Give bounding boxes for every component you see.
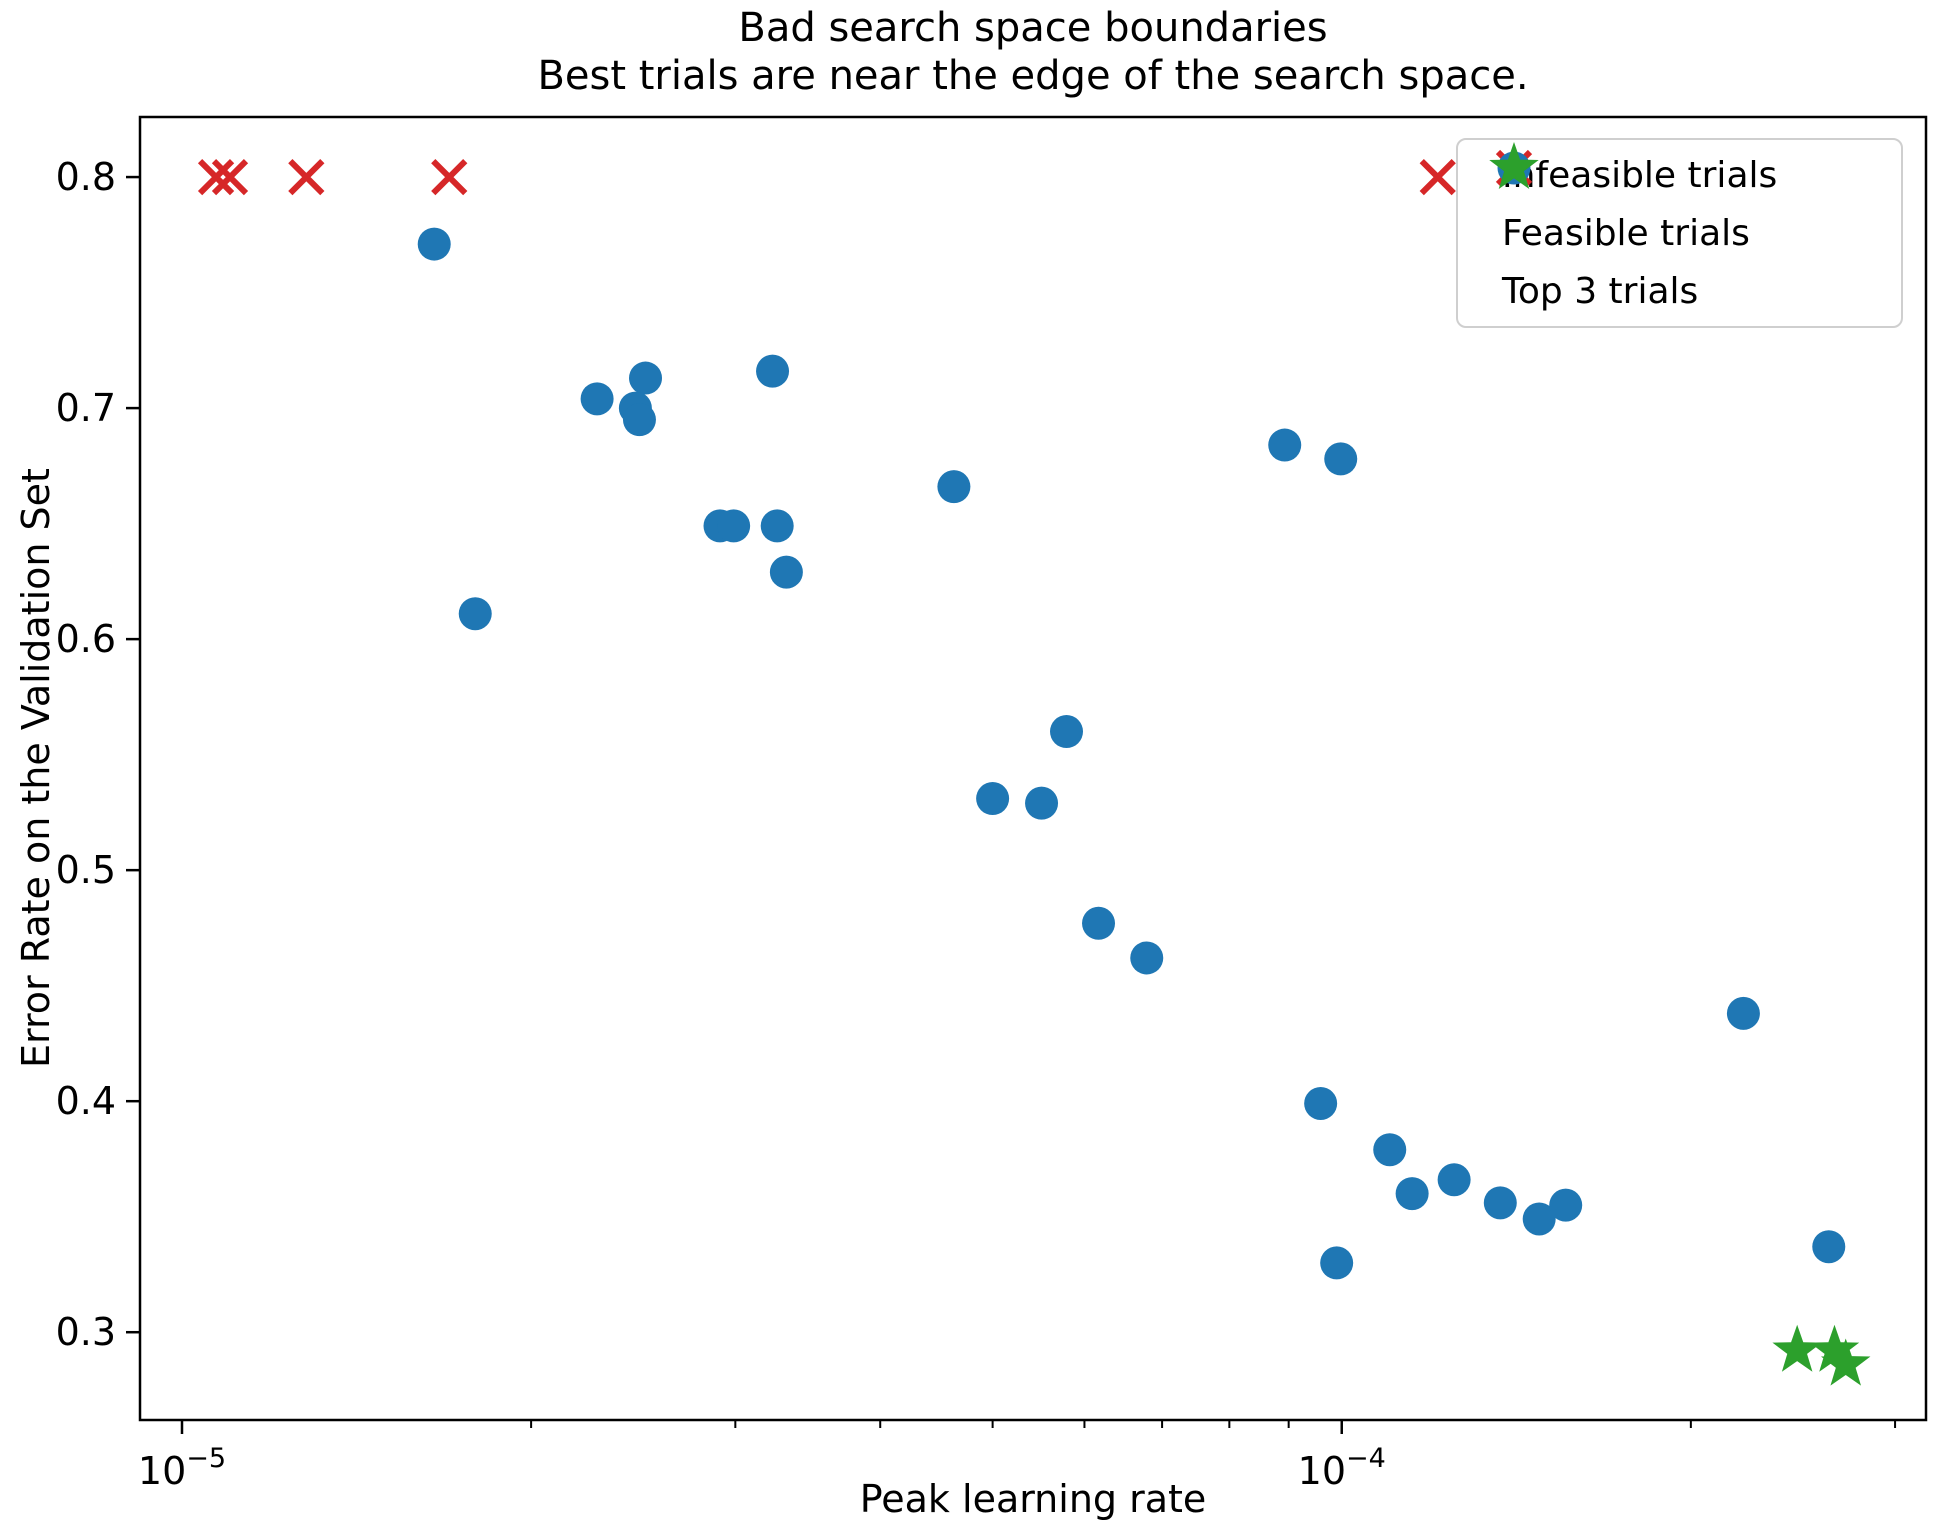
- data-point-feasible: [629, 361, 663, 395]
- data-point-feasible: [937, 470, 971, 504]
- chart-title-line1: Bad search space boundaries: [738, 5, 1328, 51]
- chart-title: Bad search space boundaries Best trials …: [140, 4, 1926, 100]
- data-point-feasible: [1324, 442, 1358, 476]
- data-point-feasible: [580, 382, 614, 416]
- data-point-feasible: [1025, 786, 1059, 820]
- x-tick-label: 10−5: [138, 1443, 226, 1493]
- data-point-feasible: [1320, 1246, 1354, 1280]
- data-point-feasible: [458, 597, 492, 631]
- data-point-top3: [1809, 1324, 1860, 1372]
- legend: Infeasible trials Feasible trials Top 3 …: [1456, 138, 1903, 328]
- data-point-feasible: [1304, 1086, 1338, 1120]
- legend-label-infeasible: Infeasible trials: [1502, 154, 1778, 196]
- data-point-feasible: [1726, 996, 1760, 1030]
- star-shape: [1809, 1324, 1860, 1372]
- data-point-feasible: [976, 782, 1010, 816]
- data-point-feasible: [622, 403, 656, 437]
- data-point-top3: [1772, 1324, 1822, 1372]
- chart-title-line2: Best trials are near the edge of the sea…: [537, 53, 1529, 99]
- data-point-feasible: [417, 227, 451, 261]
- star-shape: [1820, 1338, 1871, 1386]
- data-point-feasible: [1437, 1163, 1471, 1197]
- data-point-feasible: [1268, 428, 1302, 462]
- data-point-feasible: [756, 354, 790, 388]
- data-point-feasible: [1395, 1177, 1429, 1211]
- x-tick-exponent: −5: [186, 1443, 226, 1474]
- y-tick-label: 0.4: [56, 1079, 116, 1123]
- x-tick-exponent: −4: [1346, 1443, 1386, 1474]
- data-point-feasible: [1050, 715, 1084, 749]
- x-tick-label: 10−4: [1298, 1443, 1386, 1493]
- data-point-feasible: [1373, 1133, 1407, 1167]
- data-point-feasible: [1130, 941, 1164, 975]
- x-axis-label: Peak learning rate: [859, 1477, 1207, 1521]
- y-tick-label: 0.7: [56, 386, 116, 430]
- y-tick-label: 0.3: [56, 1310, 116, 1354]
- data-point-infeasible: [431, 158, 468, 196]
- star-marker-icon: [1489, 142, 1539, 190]
- y-tick-label: 0.5: [56, 848, 116, 892]
- data-point-top3: [1820, 1338, 1871, 1386]
- data-point-infeasible: [197, 158, 235, 196]
- data-point-feasible: [769, 555, 803, 589]
- star-marker-shape: [1489, 142, 1539, 190]
- data-point-feasible: [1522, 1202, 1556, 1236]
- data-point-feasible: [717, 509, 751, 543]
- legend-item-top3: Top 3 trials: [1458, 142, 1901, 319]
- data-point-feasible: [1082, 906, 1116, 940]
- y-axis-label: Error Rate on the Validation Set: [14, 468, 58, 1068]
- legend-label-top3: Top 3 trials: [1502, 270, 1699, 312]
- data-point-feasible: [1812, 1230, 1846, 1264]
- data-point-infeasible: [1419, 158, 1456, 196]
- axes-spines: [138, 115, 1928, 1422]
- data-point-feasible: [760, 509, 794, 543]
- y-tick-label: 0.6: [56, 617, 116, 661]
- data-point-infeasible: [288, 158, 325, 196]
- y-tick-label: 0.8: [56, 155, 116, 199]
- data-point-feasible: [1483, 1186, 1517, 1220]
- legend-item-feasible: Feasible trials: [1458, 151, 1901, 261]
- data-point-infeasible: [211, 158, 249, 196]
- legend-label-feasible: Feasible trials: [1502, 212, 1750, 254]
- data-point-feasible: [1549, 1188, 1583, 1222]
- star-shape: [1772, 1324, 1822, 1372]
